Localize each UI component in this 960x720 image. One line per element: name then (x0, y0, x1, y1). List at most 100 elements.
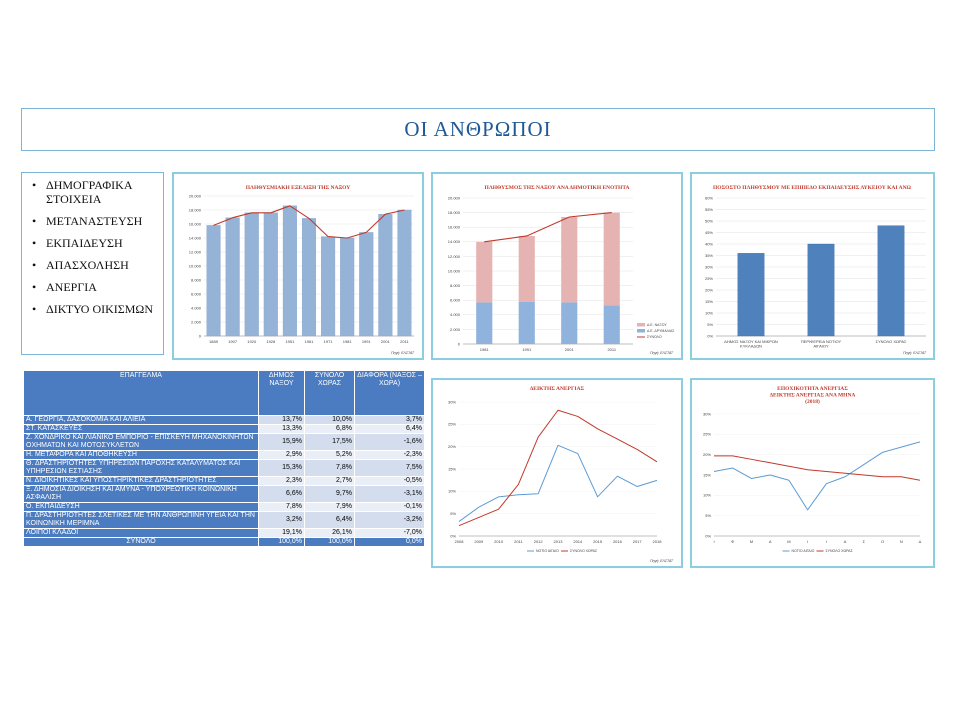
chart-population-by-unit: ΠΛΗΘΥΣΜΟΣ ΤΗΣ ΝΑΞΟΥ ΑΝΑ ΔΗΜΟΤΙΚΗ ΕΝΟΤΗΤΑ… (431, 172, 683, 360)
legend-label: ΣΥΝΟΛΟ (647, 335, 662, 339)
x-tick-label: Ι (713, 539, 714, 544)
occupations-table: ΕΠΑΓΓΕΛΜΑ ΔΗΜΟΣ ΝΑΞΟΥ ΣΥΝΟΛΟ ΧΩΡΑΣ ΔΙΑΦΟ… (23, 370, 425, 547)
row-label: Ν. ΔΙΟΙΚΗΤΙΚΕΣ ΚΑΙ ΥΠΟΣΤΗΡΙΚΤΙΚΕΣ ΔΡΑΣΤΗ… (23, 476, 259, 486)
chart-source: Πηγή: ΕΛΣΤΑΤ (391, 351, 415, 355)
y-tick-label: 2.000 (191, 319, 202, 324)
total-line (484, 212, 612, 243)
y-tick-label: 8.000 (191, 277, 202, 282)
legend-label: ΣΥΝΟΛΟ ΧΩΡΑΣ (570, 549, 598, 553)
row-label: Ξ. ΔΗΜΟΣΙΑ ΔΙΟΙΚΗΣΗ ΚΑΙ ΑΜΥΝΑ - ΥΠΟΧΡΕΩΤ… (23, 485, 259, 503)
menu-item-employment[interactable]: ΑΠΑΣΧΟΛΗΣΗ (28, 258, 159, 272)
y-tick-label: 40% (705, 241, 713, 246)
x-tick-label: ΣΥΝΟΛΟ ΧΩΡΑΣ (875, 339, 907, 344)
menu-item-education[interactable]: ΕΚΠΑΙΔΕΥΣΗ (28, 236, 159, 250)
series-line (713, 441, 921, 511)
bar (877, 225, 905, 337)
row-label: ΣΤ. ΚΑΤΑΣΚΕΥΕΣ (23, 424, 259, 434)
chart-source: Πηγή: ΕΛΣΤΑΤ (903, 351, 927, 355)
y-tick-label: 5% (707, 322, 713, 327)
x-tick-label: 2018 (653, 539, 663, 544)
cell-difference: -3,1% (354, 485, 425, 503)
x-tick-label: 2008 (455, 539, 465, 544)
chart-unemployment-index: ΔΕΙΚΤΗΣ ΑΝΕΡΓΙΑΣ 0% 5% 10% 15% 20% 25% 30% 2008 2… (431, 378, 683, 568)
row-label: Θ. ΔΡΑΣΤΗΡΙΟΤΗΤΕΣ ΥΠΗΡΕΣΙΩΝ ΠΑΡΟΧΗΣ ΚΑΤΑ… (23, 459, 259, 477)
y-tick-label: 30% (703, 411, 711, 416)
chart-population-evolution: ΠΛΗΘΥΣΜΙΑΚΗ ΕΞΕΛΙΞΗ ΤΗΣ ΝΑΞΟΥ 0 2.000 4.000… (172, 172, 424, 360)
chart-title: ΕΠΟΧΙΚΟΤΗΤΑ ΑΝΕΡΓΙΑΣ (777, 386, 848, 392)
table-row: ΛΟΙΠΟΙ ΚΛΑΔΟΙ 19,1% 26,1% -7,0% (23, 528, 425, 538)
x-tick-label: Ι (807, 539, 808, 544)
x-tick-label: 2016 (613, 539, 623, 544)
y-tick-label: 10.000 (448, 268, 461, 273)
cell-difference: 7,5% (354, 459, 425, 477)
y-tick-label: 20% (448, 444, 456, 449)
chart-title: ΔΕΙΚΤΗΣ ΑΝΕΡΓΙΑΣ (530, 386, 585, 392)
x-tick-label: 2017 (633, 539, 643, 544)
x-tick-label: Μ (787, 539, 790, 544)
table-row: Ν. ΔΙΟΙΚΗΤΙΚΕΣ ΚΑΙ ΥΠΟΣΤΗΡΙΚΤΙΚΕΣ ΔΡΑΣΤΗ… (23, 476, 425, 486)
x-tick-label: 2009 (474, 539, 484, 544)
series-line (458, 444, 658, 522)
cell-naxos: 19,1% (258, 528, 305, 538)
bar (263, 212, 278, 337)
table-row: Α. ΓΕΩΡΓΙΑ, ΔΑΣΟΚΟΜΙΑ ΚΑΙ ΑΛΙΕΙΑ 13,7% 10,… (23, 415, 425, 425)
bar (359, 232, 374, 337)
x-tick-label: 2014 (573, 539, 583, 544)
cell-naxos: 13,7% (258, 415, 305, 425)
cell-difference: 3,7% (354, 415, 425, 425)
bar-segment (603, 212, 620, 306)
y-tick-label: 20% (703, 452, 711, 457)
menu-item-settlements[interactable]: ΔΙΚΤΥΟ ΟΙΚΙΣΜΩΝ (28, 302, 159, 316)
y-tick-label: 10% (448, 489, 456, 494)
bar (737, 253, 765, 337)
legend-swatch (637, 323, 645, 327)
cell-naxos: 15,9% (258, 433, 305, 451)
x-tick-label: Ι (826, 539, 827, 544)
y-tick-label: 35% (705, 253, 713, 258)
x-tick-label: 1951 (285, 339, 295, 344)
row-label: Ο. ΕΚΠΑΙΔΕΥΣΗ (23, 502, 259, 512)
y-tick-label: 14.000 (448, 239, 461, 244)
title-box: ΟΙ ΑΝΘΡΩΠΟΙ (21, 108, 935, 151)
chart-svg: ΠΛΗΘΥΣΜΙΑΚΗ ΕΞΕΛΙΞΗ ΤΗΣ ΝΑΞΟΥ 0 2.000 4.000… (189, 185, 415, 355)
chart-title: ΠΛΗΘΥΣΜΟΣ ΤΗΣ ΝΑΞΟΥ ΑΝΑ ΔΗΜΟΤΙΚΗ ΕΝΟΤΗΤΑ (485, 185, 630, 191)
header-difference: ΔΙΑΦΟΡΑ (ΝΑΞΟΣ – ΧΩΡΑ) (354, 370, 425, 416)
page-title: ΟΙ ΑΝΘΡΩΠΟΙ (404, 117, 552, 141)
row-label: Π. ΔΡΑΣΤΗΡΙΟΤΗΤΕΣ ΣΧΕΤΙΚΕΣ ΜΕ ΤΗΝ ΑΝΘΡΩΠ… (23, 511, 259, 529)
x-tick-label: 2010 (494, 539, 504, 544)
trend-line (213, 205, 405, 239)
chart-svg: ΠΟΣΟΣΤΟ ΠΛΗΘΥΣΜΟΥ ΜΕ ΕΠΙΠΕΔΟ ΕΚΠΑΙΔΕΥΣΗΣ… (705, 185, 927, 355)
series-line (458, 409, 658, 527)
y-tick-label: 5% (450, 511, 456, 516)
chart-title: ΠΛΗΘΥΣΜΙΑΚΗ ΕΞΕΛΙΞΗ ΤΗΣ ΝΑΞΟΥ (246, 185, 351, 191)
x-tick-label: 1961 (305, 339, 315, 344)
menu-item-demographics[interactable]: ΔΗΜΟΓΡΑΦΙΚΑ ΣΤΟΙΧΕΙΑ (28, 178, 159, 206)
y-tick-label: 2.000 (450, 327, 461, 332)
y-tick-label: 30% (448, 399, 456, 404)
x-tick-label: 1981 (480, 347, 490, 352)
menu-item-unemployment[interactable]: ΑΝΕΡΓΙΑ (28, 280, 159, 294)
x-tick-label: 2001 (381, 339, 391, 344)
menu-item-migration[interactable]: ΜΕΤΑΝΑΣΤΕΥΣΗ (28, 214, 159, 228)
header-naxos: ΔΗΜΟΣ ΝΑΞΟΥ (258, 370, 305, 416)
y-tick-label: 15% (703, 472, 711, 477)
chart-source: Πηγή: ΕΛΣΤΑΤ (650, 559, 674, 563)
y-tick-label: 15% (705, 299, 713, 304)
x-tick-label: Δ (919, 539, 922, 544)
y-tick-label: 0% (707, 333, 713, 338)
cell-difference: 6,4% (354, 424, 425, 434)
y-tick-label: 0 (458, 341, 461, 346)
x-tick-label: 2013 (554, 539, 564, 544)
table-row: Ο. ΕΚΠΑΙΔΕΥΣΗ 7,8% 7,9% -0,1% (23, 502, 425, 512)
bar (244, 212, 259, 337)
cell-country: 9,7% (304, 485, 355, 503)
bar-segment (518, 235, 535, 302)
y-tick-label: 20% (705, 287, 713, 292)
table-row: Η. ΜΕΤΑΦΟΡΑ ΚΑΙ ΑΠΟΘΗΚΕΥΣΗ 2,9% 5,2% -2,3% (23, 450, 425, 460)
y-tick-label: 0% (705, 533, 711, 538)
total-label: ΣΥΝΟΛΟ (23, 537, 259, 547)
chart-svg: ΠΛΗΘΥΣΜΟΣ ΤΗΣ ΝΑΞΟΥ ΑΝΑ ΔΗΜΟΤΙΚΗ ΕΝΟΤΗΤΑ… (448, 185, 676, 355)
table-row: Π. ΔΡΑΣΤΗΡΙΟΤΗΤΕΣ ΣΧΕΤΙΚΕΣ ΜΕ ΤΗΝ ΑΝΘΡΩΠ… (23, 511, 425, 529)
x-tick-label: 2011 (514, 539, 523, 544)
